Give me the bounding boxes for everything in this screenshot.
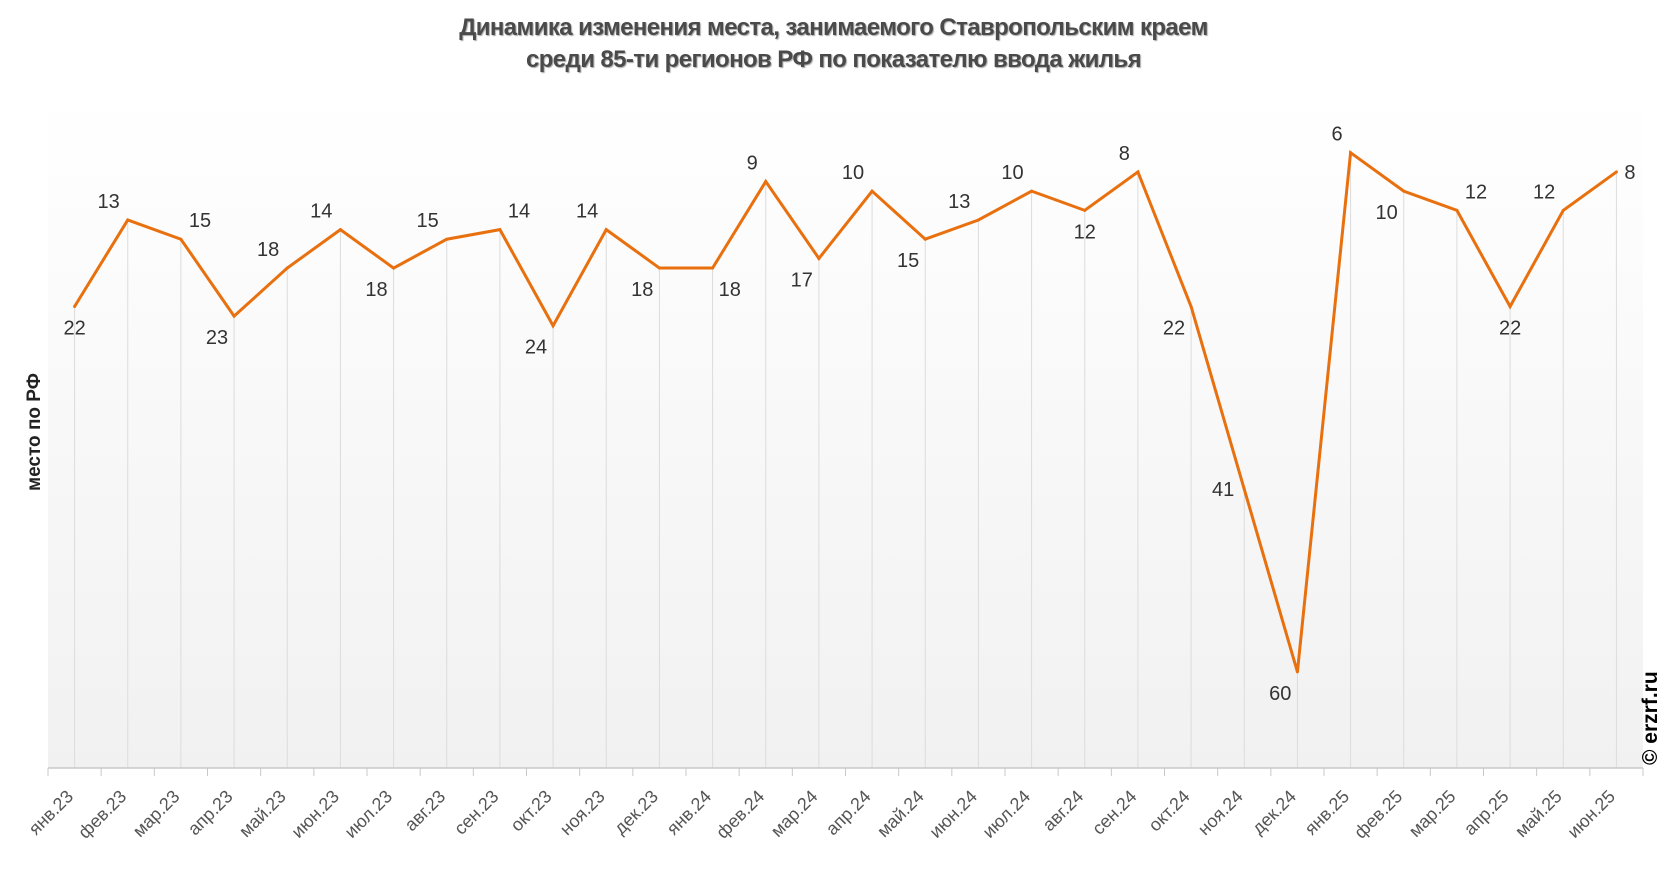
data-point bbox=[604, 228, 608, 232]
data-point bbox=[1189, 305, 1193, 309]
data-label: 18 bbox=[719, 279, 741, 301]
data-label: 10 bbox=[1376, 202, 1398, 224]
data-point bbox=[870, 189, 874, 193]
data-point bbox=[711, 266, 715, 270]
data-point bbox=[1030, 189, 1034, 193]
x-tick-label: июл.23 bbox=[341, 786, 397, 842]
y-axis-label: место по РФ bbox=[24, 373, 45, 491]
x-tick-label: мар.25 bbox=[1405, 786, 1460, 841]
x-tick-label: сен.24 bbox=[1088, 786, 1140, 838]
data-point bbox=[1295, 670, 1299, 674]
data-label: 14 bbox=[508, 201, 530, 223]
data-point bbox=[1242, 487, 1246, 491]
data-label: 15 bbox=[417, 210, 439, 232]
data-point bbox=[73, 305, 77, 309]
data-label: 13 bbox=[98, 191, 120, 213]
data-label: 14 bbox=[576, 201, 598, 223]
data-label: 24 bbox=[525, 337, 547, 359]
data-point bbox=[498, 228, 502, 232]
data-point bbox=[923, 237, 927, 241]
data-point bbox=[338, 228, 342, 232]
data-label: 8 bbox=[1119, 143, 1130, 165]
x-tick-label: апр.23 bbox=[184, 786, 237, 839]
data-label: 14 bbox=[310, 201, 332, 223]
data-label: 22 bbox=[63, 318, 85, 340]
x-tick-label: мар.24 bbox=[767, 786, 822, 841]
x-tick-label: апр.25 bbox=[1460, 786, 1513, 839]
chart-title: Динамика изменения места, занимаемого Ст… bbox=[0, 12, 1667, 76]
data-label: 60 bbox=[1269, 683, 1291, 705]
data-label: 22 bbox=[1499, 318, 1521, 340]
x-tick-label: фев.24 bbox=[712, 786, 768, 842]
x-tick-label: янв.25 bbox=[1301, 786, 1354, 839]
data-point bbox=[232, 314, 236, 318]
x-tick-label: янв.23 bbox=[25, 786, 78, 839]
x-tick-label: июл.24 bbox=[979, 786, 1035, 842]
data-label: 18 bbox=[257, 239, 279, 261]
data-point bbox=[1083, 208, 1087, 212]
x-tick-label: фев.25 bbox=[1350, 786, 1406, 842]
data-point bbox=[976, 218, 980, 222]
x-tick-label: окт.23 bbox=[507, 786, 556, 835]
data-label: 10 bbox=[1001, 162, 1023, 184]
x-tick-label: ноя.24 bbox=[1194, 786, 1247, 839]
data-label: 15 bbox=[897, 250, 919, 272]
data-label: 18 bbox=[365, 279, 387, 301]
data-label: 13 bbox=[948, 191, 970, 213]
x-tick-label: июн.24 bbox=[925, 786, 981, 842]
chart-title-line-1: Динамика изменения места, занимаемого Ст… bbox=[459, 14, 1208, 41]
data-point bbox=[1508, 305, 1512, 309]
chart-title-line-2: среди 85-ти регионов РФ по показателю вв… bbox=[526, 46, 1142, 73]
x-tick-label: дек.23 bbox=[610, 786, 662, 838]
data-label: 18 bbox=[631, 279, 653, 301]
series-line bbox=[73, 149, 1618, 673]
data-point bbox=[1561, 208, 1565, 212]
data-point bbox=[1349, 151, 1353, 155]
x-tick-label: июн.25 bbox=[1563, 786, 1619, 842]
x-tick-label: май.25 bbox=[1511, 786, 1566, 841]
data-label: 12 bbox=[1465, 181, 1487, 203]
data-point bbox=[817, 256, 821, 260]
data-point bbox=[764, 180, 768, 184]
x-tick-label: май.24 bbox=[873, 786, 928, 841]
x-tick-label: дек.24 bbox=[1248, 786, 1300, 838]
x-tick-label: апр.24 bbox=[822, 786, 875, 839]
x-tick-label: май.23 bbox=[235, 786, 290, 841]
data-point bbox=[392, 266, 396, 270]
data-label: 6 bbox=[1331, 124, 1342, 146]
data-point bbox=[285, 266, 289, 270]
data-point bbox=[126, 218, 130, 222]
x-tick-label: янв.24 bbox=[663, 786, 716, 839]
data-label: 22 bbox=[1163, 318, 1185, 340]
x-tick-label: мар.23 bbox=[129, 786, 184, 841]
data-point bbox=[551, 324, 555, 328]
data-point bbox=[445, 237, 449, 241]
plot-area bbox=[48, 95, 1643, 768]
data-label: 8 bbox=[1624, 162, 1635, 184]
data-label: 10 bbox=[842, 162, 864, 184]
data-label: 15 bbox=[189, 210, 211, 232]
data-label: 17 bbox=[791, 269, 813, 291]
data-label: 23 bbox=[206, 327, 228, 349]
data-point bbox=[179, 237, 183, 241]
watermark: © erzrf.ru bbox=[1639, 671, 1662, 765]
x-tick-label: авг.23 bbox=[401, 786, 450, 835]
data-point bbox=[1136, 170, 1140, 174]
x-tick-label: окт.24 bbox=[1145, 786, 1194, 835]
x-tick-label: ноя.23 bbox=[556, 786, 609, 839]
x-tick-label: июн.23 bbox=[287, 786, 343, 842]
data-label: 9 bbox=[747, 153, 758, 175]
data-point bbox=[1402, 189, 1406, 193]
data-point bbox=[657, 266, 661, 270]
data-label: 41 bbox=[1212, 479, 1234, 501]
data-label: 12 bbox=[1074, 221, 1096, 243]
data-point bbox=[1614, 170, 1618, 174]
x-tick-label: авг.24 bbox=[1039, 786, 1088, 835]
data-point bbox=[1455, 208, 1459, 212]
x-tick-label: фев.23 bbox=[74, 786, 130, 842]
data-label: 12 bbox=[1533, 181, 1555, 203]
x-tick-label: сен.23 bbox=[450, 786, 502, 838]
